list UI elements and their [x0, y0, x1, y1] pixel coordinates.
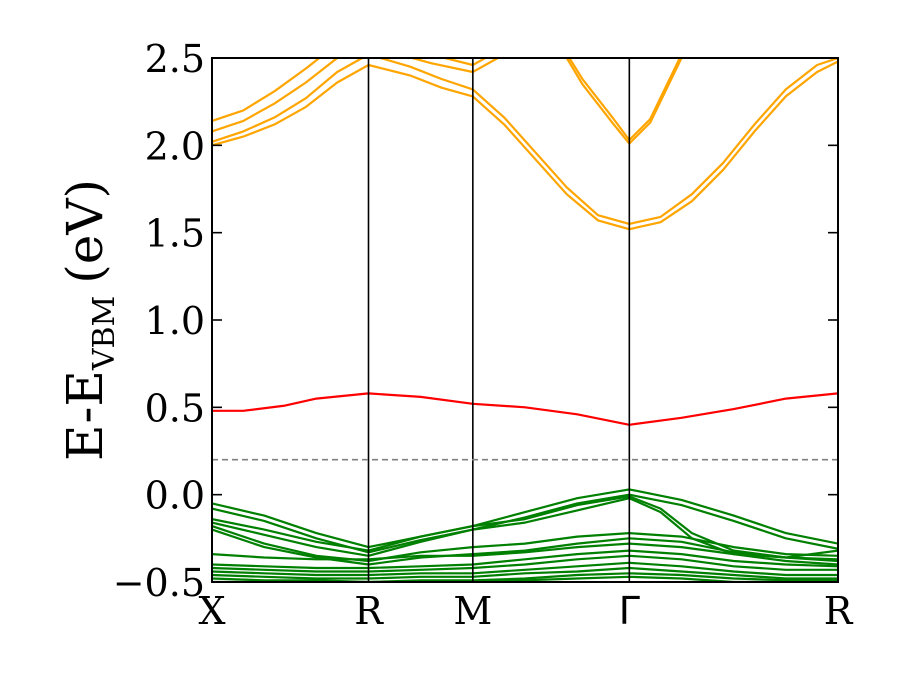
conduction-band-line-1: [212, 60, 838, 231]
x-tick-label-r: R: [354, 589, 384, 633]
conduction-band-line-3: [212, 58, 340, 133]
y-tick-label: 1.5: [145, 212, 205, 256]
y-tick-label: 0.5: [145, 386, 205, 430]
valence-band-line-10: [212, 493, 838, 554]
conduction-band-line-2: [212, 58, 838, 225]
x-tick-label-m: M: [453, 589, 492, 633]
conduction-band-line-8: [565, 58, 683, 145]
x-tick-label-gamma: Γ: [619, 589, 640, 633]
y-tick-label: 1.0: [145, 299, 205, 343]
conduction-band-line-6: [440, 58, 488, 67]
valence-band-line-17: [212, 554, 838, 573]
valence-band-line-16: [212, 549, 838, 570]
y-tick-label: −0.5: [113, 561, 205, 605]
defect-band-line-0: [212, 392, 838, 426]
y-axis-label: E-EVBM (eV): [56, 179, 122, 461]
band-lines-group: [212, 58, 838, 582]
valence-band-line-13: [212, 524, 838, 563]
y-tick-label: 2.5: [145, 37, 205, 81]
conduction-band-line-5: [408, 58, 501, 74]
conduction-band-line-4: [212, 58, 322, 123]
valence-band-line-18: [212, 561, 838, 577]
y-axis-label-subscript: VBM: [87, 296, 122, 371]
y-tick-labels-group: −0.5 0.0 0.5 1.0 1.5 2.0 2.5: [113, 37, 205, 605]
y-tick-label: 0.0: [145, 474, 205, 518]
plot-frame: [211, 57, 839, 583]
y-tick-label: 2.0: [145, 124, 205, 168]
x-tick-label-r: R: [824, 589, 854, 633]
valence-band-line-15: [212, 542, 838, 561]
valence-band-line-14: [212, 528, 838, 566]
conduction-band-line-7: [568, 58, 682, 142]
kpoint-lines-group: [367, 58, 631, 582]
valence-band-line-19: [212, 566, 838, 580]
y-axis-label-main: E-E: [56, 370, 114, 461]
valence-band-line-21: [212, 575, 838, 582]
valence-band-line-9: [212, 488, 838, 549]
valence-band-line-11: [212, 495, 838, 563]
x-tick-label-x: X: [198, 589, 225, 633]
valence-band-line-20: [212, 572, 838, 582]
y-axis-label-unit: (eV): [56, 179, 114, 284]
